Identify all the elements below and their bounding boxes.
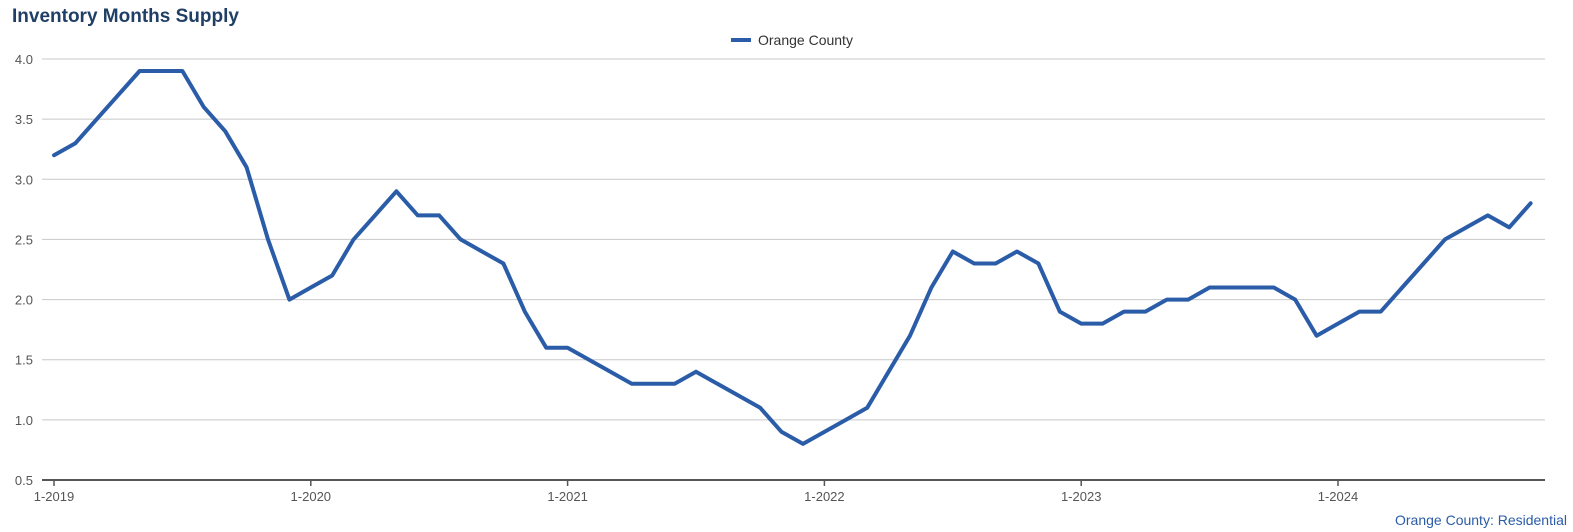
x-axis xyxy=(42,479,1545,486)
y-tick-label: 2.0 xyxy=(15,293,33,308)
source-footnote: Orange County: Residential xyxy=(1395,512,1567,528)
x-tick-label: 1-2020 xyxy=(291,489,331,504)
y-tick-label: 4.0 xyxy=(15,52,33,67)
y-tick-label: 3.5 xyxy=(15,112,33,127)
y-tick-label: 2.5 xyxy=(15,232,33,247)
y-tick-label: 3.0 xyxy=(15,172,33,187)
x-axis-labels: 1-2019 1-2020 1-2021 1-2022 1-2023 1-2024 xyxy=(34,489,1358,504)
x-tick-label: 1-2023 xyxy=(1061,489,1101,504)
y-tick-label: 1.0 xyxy=(15,413,33,428)
series-line xyxy=(52,69,1533,446)
chart-title: Inventory Months Supply xyxy=(12,6,239,27)
x-tick-label: 1-2019 xyxy=(34,489,74,504)
y-axis-labels: 4.0 3.5 3.0 2.5 2.0 1.5 1.0 0.5 xyxy=(15,52,33,488)
legend-label-orange-county: Orange County xyxy=(758,32,853,48)
legend-swatch xyxy=(731,38,751,42)
series-orange-county[interactable] xyxy=(52,69,1533,446)
x-tick-label: 1-2021 xyxy=(547,489,587,504)
chart-legend[interactable]: Orange County xyxy=(731,32,853,48)
x-tick-label: 1-2024 xyxy=(1318,489,1358,504)
y-tick-label: 0.5 xyxy=(15,473,33,488)
y-tick-label: 1.5 xyxy=(15,353,33,368)
x-tick-label: 1-2022 xyxy=(804,489,844,504)
